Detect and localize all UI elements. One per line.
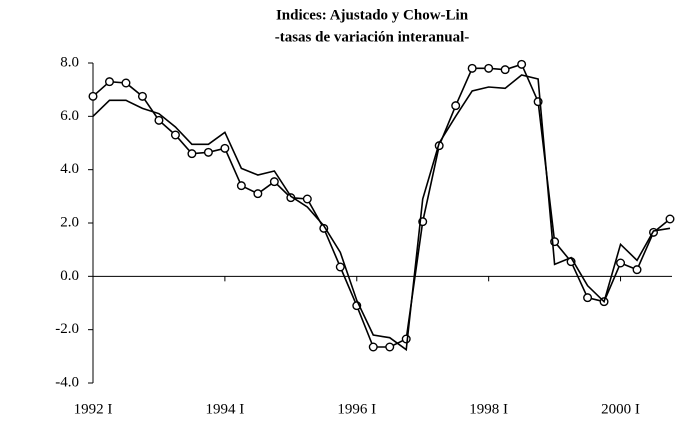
point: [385, 342, 395, 352]
point: [517, 59, 527, 69]
point: [632, 265, 642, 275]
x-tick-label: 1992 I: [74, 401, 113, 417]
point: [401, 334, 411, 344]
point: [220, 143, 230, 153]
point: [484, 63, 494, 73]
series-line: [92, 63, 671, 348]
point: [104, 77, 114, 87]
chart-subtitle: -tasas de variación interanual-: [275, 29, 470, 45]
point: [253, 189, 263, 199]
y-tick-label: 4.0: [60, 161, 79, 177]
y-tick-label: -4.0: [55, 374, 79, 390]
point: [154, 115, 164, 125]
point: [302, 194, 312, 204]
y-tick-label: 8.0: [60, 54, 79, 70]
y-tick-label: 6.0: [60, 108, 79, 124]
point: [286, 193, 296, 203]
point: [236, 181, 246, 191]
point: [170, 130, 180, 140]
point: [88, 91, 98, 101]
x-tick-label: 1994 I: [206, 401, 245, 417]
point: [500, 65, 510, 75]
point: [269, 177, 279, 187]
point: [467, 63, 477, 73]
point: [137, 91, 147, 101]
x-tick-label: 1996 I: [337, 401, 376, 417]
series-line: [92, 74, 671, 352]
point: [335, 262, 345, 272]
point: [616, 258, 626, 268]
x-tick-label: 1998 I: [469, 401, 508, 417]
point: [451, 101, 461, 111]
y-tick-label: 2.0: [60, 214, 79, 230]
y-tick-label: 0.0: [60, 268, 79, 284]
point: [665, 214, 675, 224]
point: [187, 149, 197, 159]
y-tick-label: -2.0: [55, 321, 79, 337]
point: [203, 147, 213, 157]
chart-title: Indices: Ajustado y Chow-Lin: [276, 7, 469, 23]
x-tick-label: 2000 I: [601, 401, 640, 417]
point: [583, 293, 593, 303]
point: [368, 342, 378, 352]
point: [121, 78, 131, 88]
